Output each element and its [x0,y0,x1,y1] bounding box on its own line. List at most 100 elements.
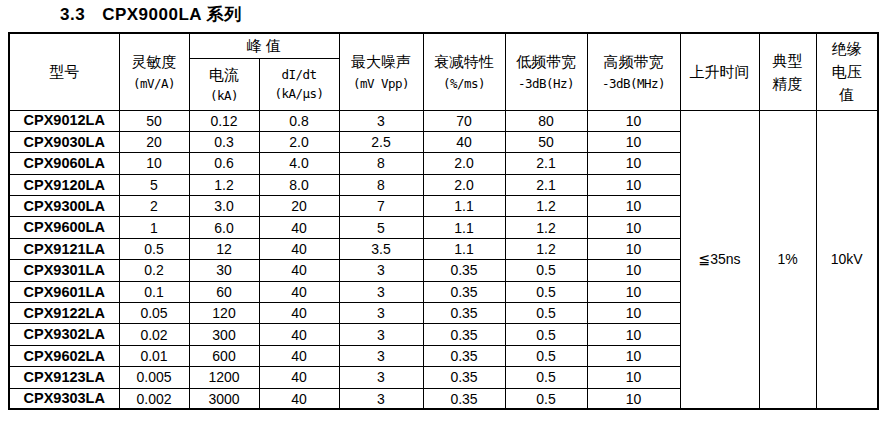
header-typical-accuracy-line2: 精度 [760,72,816,95]
header-typical-accuracy-line1: 典型 [760,49,816,72]
max-noise-cell: 2.5 [339,131,423,152]
low-bandwidth-cell: 1.2 [505,217,587,238]
table-header: 型号 灵敏度 (mV/A) 峰 值 最大噪声 (mV Vpp) 衰减特性 (%/… [9,33,878,110]
header-didt-label: dI/dt [260,65,339,84]
model-cell: CPX9121LA [9,238,119,259]
current-cell: 0.3 [189,131,259,152]
current-cell: 0.6 [189,153,259,174]
model-cell: CPX9030LA [9,131,119,152]
low-bandwidth-cell: 0.5 [505,345,587,366]
didt-cell: 40 [259,303,339,324]
attenuation-cell: 40 [423,131,505,152]
low-bandwidth-cell: 80 [505,110,587,131]
high-bandwidth-cell: 10 [587,174,680,195]
page: { "section": { "number": "3.3", "title":… [0,0,884,434]
current-cell: 300 [189,324,259,345]
attenuation-cell: 1.1 [423,196,505,217]
sensitivity-cell: 0.01 [119,345,189,366]
model-cell: CPX9301LA [9,260,119,281]
page-title: 3.3CPX9000LA 系列 [60,3,242,26]
attenuation-cell: 0.35 [423,303,505,324]
sensitivity-cell: 0.05 [119,303,189,324]
sensitivity-cell: 0.002 [119,388,189,409]
didt-cell: 40 [259,388,339,409]
didt-cell: 0.8 [259,110,339,131]
header-max-noise-unit: (mV Vpp) [340,74,423,93]
sensitivity-cell: 0.2 [119,260,189,281]
current-cell: 1200 [189,367,259,388]
typical-accuracy-cell: 1% [759,110,816,409]
attenuation-cell: 2.0 [423,174,505,195]
sensitivity-cell: 20 [119,131,189,152]
high-bandwidth-cell: 10 [587,345,680,366]
model-cell: CPX9122LA [9,303,119,324]
high-bandwidth-cell: 10 [587,238,680,259]
header-max-noise-label: 最大噪声 [340,50,423,73]
low-bandwidth-cell: 2.1 [505,153,587,174]
current-cell: 3000 [189,388,259,409]
header-current-unit: (kA) [190,86,259,105]
sensitivity-cell: 50 [119,110,189,131]
header-low-bandwidth: 低频带宽 -3dB(Hz) [505,33,587,110]
model-cell: CPX9302LA [9,324,119,345]
low-bandwidth-cell: 2.1 [505,174,587,195]
low-bandwidth-cell: 1.2 [505,196,587,217]
header-current: 电流 (kA) [189,58,259,110]
current-cell: 1.2 [189,174,259,195]
max-noise-cell: 3 [339,303,423,324]
spec-table: 型号 灵敏度 (mV/A) 峰 值 最大噪声 (mV Vpp) 衰减特性 (%/… [8,32,879,410]
max-noise-cell: 3 [339,388,423,409]
header-sensitivity: 灵敏度 (mV/A) [119,33,189,110]
low-bandwidth-cell: 0.5 [505,303,587,324]
max-noise-cell: 8 [339,153,423,174]
header-model: 型号 [9,33,119,110]
header-didt: dI/dt (kA/μs) [259,58,339,110]
low-bandwidth-cell: 0.5 [505,388,587,409]
header-high-bandwidth: 高频带宽 -3dB(MHz) [587,33,680,110]
insulation-voltage-cell: 10kV [816,110,878,409]
high-bandwidth-cell: 10 [587,303,680,324]
header-rise-time: 上升时间 [680,33,759,110]
sensitivity-cell: 0.1 [119,281,189,302]
max-noise-cell: 3.5 [339,238,423,259]
max-noise-cell: 5 [339,217,423,238]
model-cell: CPX9600LA [9,217,119,238]
current-cell: 6.0 [189,217,259,238]
attenuation-cell: 70 [423,110,505,131]
high-bandwidth-cell: 10 [587,324,680,345]
current-cell: 600 [189,345,259,366]
header-model-label: 型号 [10,60,119,83]
model-cell: CPX9120LA [9,174,119,195]
current-cell: 30 [189,260,259,281]
attenuation-cell: 2.0 [423,153,505,174]
current-cell: 120 [189,303,259,324]
didt-cell: 40 [259,217,339,238]
model-cell: CPX9303LA [9,388,119,409]
attenuation-cell: 0.35 [423,324,505,345]
high-bandwidth-cell: 10 [587,281,680,302]
header-high-bandwidth-unit: -3dB(MHz) [588,74,680,93]
high-bandwidth-cell: 10 [587,131,680,152]
header-sensitivity-unit: (mV/A) [120,74,189,93]
didt-cell: 40 [259,345,339,366]
table-row: CPX9012LA500.120.83708010≦35ns1%10kV [9,110,878,131]
didt-cell: 4.0 [259,153,339,174]
model-cell: CPX9602LA [9,345,119,366]
sensitivity-cell: 5 [119,174,189,195]
max-noise-cell: 3 [339,367,423,388]
sensitivity-cell: 10 [119,153,189,174]
header-max-noise: 最大噪声 (mV Vpp) [339,33,423,110]
high-bandwidth-cell: 10 [587,196,680,217]
sensitivity-cell: 0.5 [119,238,189,259]
model-cell: CPX9060LA [9,153,119,174]
max-noise-cell: 8 [339,174,423,195]
didt-cell: 20 [259,196,339,217]
high-bandwidth-cell: 10 [587,388,680,409]
header-insulation-voltage-line3: 值 [817,83,878,106]
header-typical-accuracy: 典型 精度 [759,33,816,110]
model-cell: CPX9601LA [9,281,119,302]
max-noise-cell: 3 [339,110,423,131]
didt-cell: 40 [259,238,339,259]
header-low-bandwidth-label: 低频带宽 [506,50,587,73]
low-bandwidth-cell: 0.5 [505,324,587,345]
